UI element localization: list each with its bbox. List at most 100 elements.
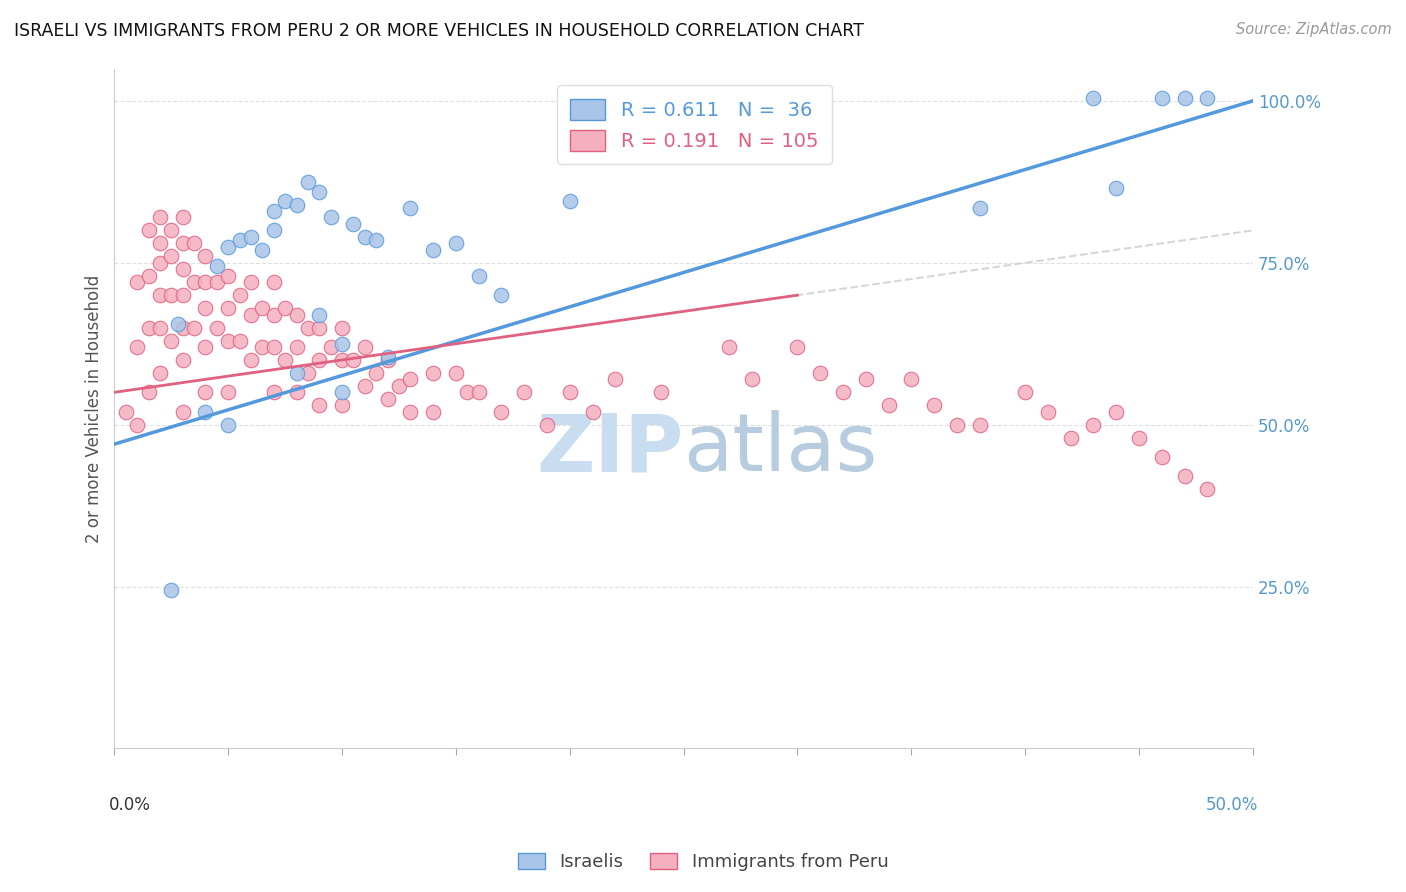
Point <box>1150 90 1173 104</box>
Point <box>217 334 239 348</box>
Point <box>399 405 422 419</box>
Point <box>330 398 353 412</box>
Point <box>263 275 285 289</box>
Point <box>877 398 900 412</box>
Point <box>969 201 991 215</box>
Point <box>467 385 489 400</box>
Point <box>160 582 183 597</box>
Point <box>422 366 444 380</box>
Point <box>127 340 149 354</box>
Point <box>194 385 217 400</box>
Point <box>172 236 194 251</box>
Point <box>138 385 160 400</box>
Point <box>1173 469 1195 483</box>
Point <box>127 417 149 432</box>
Point <box>228 288 250 302</box>
Point <box>263 340 285 354</box>
Point <box>354 230 377 244</box>
Point <box>330 320 353 334</box>
Point <box>330 385 353 400</box>
Point <box>194 249 217 263</box>
Point <box>205 259 228 273</box>
Y-axis label: 2 or more Vehicles in Household: 2 or more Vehicles in Household <box>86 275 103 542</box>
Point <box>1014 385 1036 400</box>
Point <box>149 236 172 251</box>
Point <box>240 308 263 322</box>
Point <box>513 385 536 400</box>
Point <box>969 417 991 432</box>
Point <box>1197 90 1219 104</box>
Point <box>581 405 603 419</box>
Point <box>183 320 205 334</box>
Point <box>160 249 183 263</box>
Point <box>444 366 467 380</box>
Point <box>194 275 217 289</box>
Point <box>160 334 183 348</box>
Point <box>558 194 581 209</box>
Point <box>149 211 172 225</box>
Point <box>263 385 285 400</box>
Point <box>308 398 330 412</box>
Point <box>285 308 308 322</box>
Point <box>605 372 627 386</box>
Point <box>127 275 149 289</box>
Point <box>1105 181 1128 195</box>
Point <box>308 308 330 322</box>
Point <box>422 405 444 419</box>
Point <box>172 405 194 419</box>
Point <box>285 197 308 211</box>
Point <box>308 353 330 368</box>
Point <box>274 301 297 315</box>
Point <box>558 385 581 400</box>
Point <box>444 236 467 251</box>
Point <box>388 379 411 393</box>
Point <box>263 223 285 237</box>
Point <box>832 385 855 400</box>
Point <box>741 372 763 386</box>
Point <box>138 268 160 283</box>
Text: 0.0%: 0.0% <box>108 796 150 814</box>
Point <box>194 301 217 315</box>
Point <box>342 353 364 368</box>
Point <box>228 233 250 247</box>
Point <box>252 301 274 315</box>
Text: ISRAELI VS IMMIGRANTS FROM PERU 2 OR MORE VEHICLES IN HOUSEHOLD CORRELATION CHAR: ISRAELI VS IMMIGRANTS FROM PERU 2 OR MOR… <box>14 22 863 40</box>
Point <box>149 320 172 334</box>
Point <box>354 379 377 393</box>
Point <box>149 288 172 302</box>
Point <box>285 385 308 400</box>
Point <box>946 417 969 432</box>
Point <box>194 340 217 354</box>
Point <box>467 268 489 283</box>
Point <box>138 223 160 237</box>
Point <box>308 320 330 334</box>
Point <box>399 372 422 386</box>
Point <box>149 256 172 270</box>
Point <box>217 385 239 400</box>
Point <box>217 417 239 432</box>
Point <box>319 340 342 354</box>
Legend: Israelis, Immigrants from Peru: Israelis, Immigrants from Peru <box>510 846 896 879</box>
Point <box>252 243 274 257</box>
Point <box>217 268 239 283</box>
Point <box>240 230 263 244</box>
Point <box>922 398 945 412</box>
Point <box>650 385 672 400</box>
Point <box>172 353 194 368</box>
Point <box>240 275 263 289</box>
Point <box>1105 405 1128 419</box>
Point <box>167 318 190 332</box>
Point <box>422 243 444 257</box>
Point <box>1083 90 1105 104</box>
Point <box>456 385 478 400</box>
Point <box>377 353 399 368</box>
Point <box>536 417 558 432</box>
Point <box>491 405 513 419</box>
Point <box>285 340 308 354</box>
Point <box>1197 483 1219 497</box>
Point <box>1060 431 1083 445</box>
Point <box>172 288 194 302</box>
Point <box>205 320 228 334</box>
Point <box>718 340 741 354</box>
Point <box>377 350 399 364</box>
